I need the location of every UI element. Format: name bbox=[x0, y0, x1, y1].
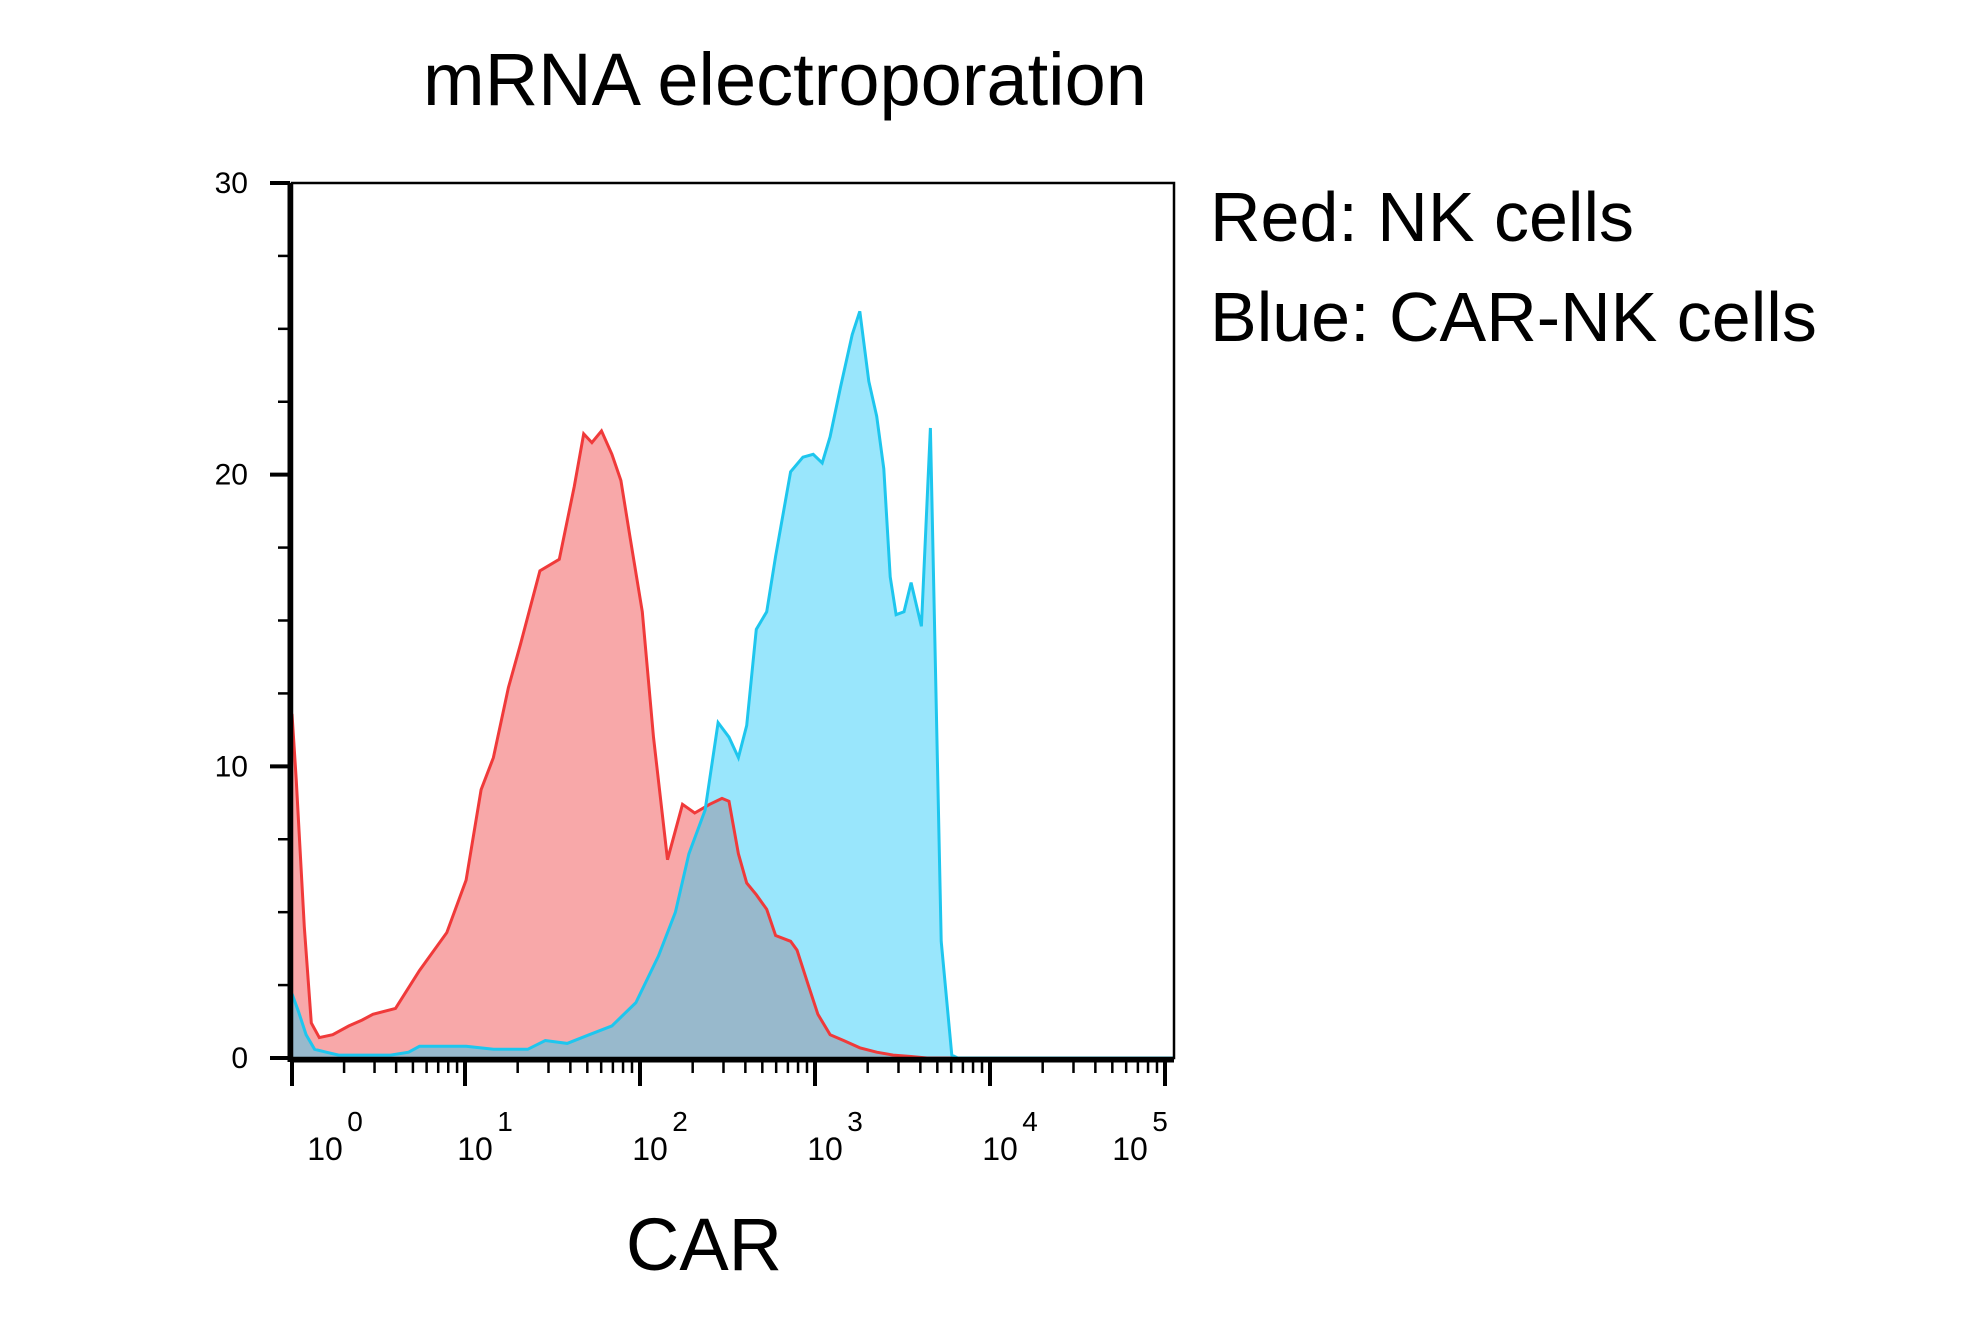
x-tick-label-base: 10 bbox=[632, 1131, 668, 1167]
x-tick-label-exponent: 5 bbox=[1152, 1106, 1168, 1137]
y-tick-label: 10 bbox=[215, 750, 248, 783]
legend: Red: NK cells Blue: CAR-NK cells bbox=[1210, 178, 1817, 356]
series-nk-area bbox=[292, 430, 1174, 1058]
legend-entry-nk: Red: NK cells bbox=[1210, 178, 1634, 256]
series-nk-line bbox=[292, 428, 1174, 1058]
x-tick-label-base: 10 bbox=[807, 1131, 843, 1167]
y-tick-label: 20 bbox=[215, 459, 248, 492]
x-tick-label-base: 10 bbox=[982, 1131, 1018, 1167]
y-ticks: 0 10 20 30 bbox=[215, 167, 290, 1075]
x-tick-label-exponent: 4 bbox=[1022, 1106, 1038, 1137]
x-tick-label-base: 10 bbox=[457, 1131, 493, 1167]
x-tick-label-exponent: 1 bbox=[497, 1106, 513, 1137]
x-axis-label: CAR bbox=[626, 1203, 782, 1286]
overlap-area bbox=[292, 430, 1174, 1058]
y-tick-label: 0 bbox=[231, 1042, 248, 1075]
x-tick-label-exponent: 3 bbox=[847, 1106, 863, 1137]
y-tick-label: 30 bbox=[215, 167, 248, 200]
series-carnk-line bbox=[292, 310, 1174, 1058]
x-tick-label-exponent: 2 bbox=[672, 1106, 688, 1137]
x-tick-label-exponent: 0 bbox=[347, 1106, 363, 1137]
x-tick-label-base: 10 bbox=[1112, 1131, 1148, 1167]
chart-title: mRNA electroporation bbox=[423, 38, 1147, 121]
legend-entry-carnk: Blue: CAR-NK cells bbox=[1210, 278, 1817, 356]
x-tick-label-base: 10 bbox=[307, 1131, 343, 1167]
